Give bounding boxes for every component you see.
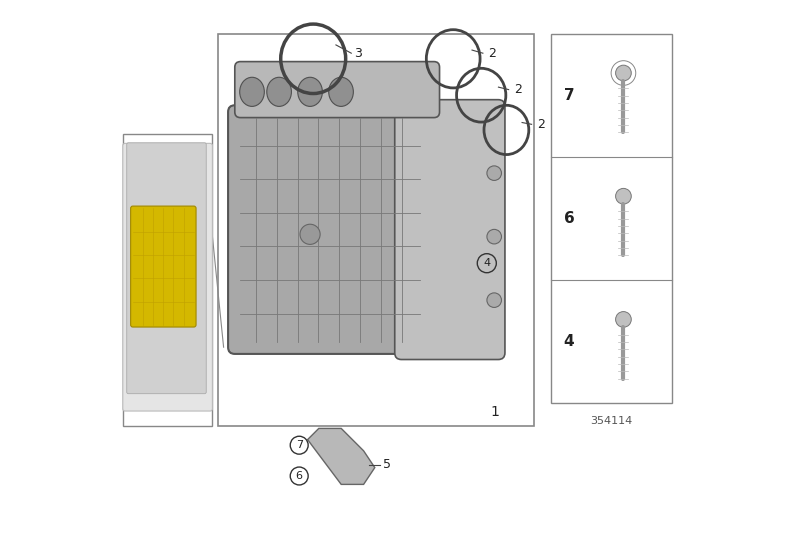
Text: 5: 5	[383, 458, 391, 472]
Polygon shape	[308, 428, 374, 484]
Circle shape	[487, 230, 502, 244]
Text: 3: 3	[354, 46, 362, 60]
Text: 6: 6	[296, 471, 302, 481]
Text: 7: 7	[563, 88, 574, 102]
FancyBboxPatch shape	[123, 143, 213, 411]
Text: 2: 2	[514, 83, 522, 96]
Text: 7: 7	[296, 440, 302, 450]
Circle shape	[487, 293, 502, 307]
Ellipse shape	[298, 77, 322, 106]
Bar	[551, 34, 671, 403]
Text: 4: 4	[483, 258, 490, 268]
Circle shape	[487, 166, 502, 180]
Text: 2: 2	[537, 118, 545, 131]
Text: 4: 4	[563, 334, 574, 349]
Ellipse shape	[266, 77, 291, 106]
Text: 2: 2	[489, 46, 496, 60]
Bar	[218, 34, 534, 426]
Text: 354114: 354114	[590, 416, 633, 426]
Text: 6: 6	[563, 211, 574, 226]
Circle shape	[615, 65, 631, 81]
Circle shape	[615, 188, 631, 204]
Circle shape	[615, 311, 631, 327]
FancyBboxPatch shape	[394, 100, 505, 360]
FancyBboxPatch shape	[235, 62, 439, 118]
Ellipse shape	[240, 77, 264, 106]
Text: 1: 1	[490, 404, 500, 419]
FancyBboxPatch shape	[126, 143, 206, 394]
Ellipse shape	[329, 77, 354, 106]
FancyBboxPatch shape	[130, 206, 196, 327]
Bar	[123, 134, 213, 426]
FancyBboxPatch shape	[228, 105, 430, 354]
Circle shape	[300, 224, 320, 244]
